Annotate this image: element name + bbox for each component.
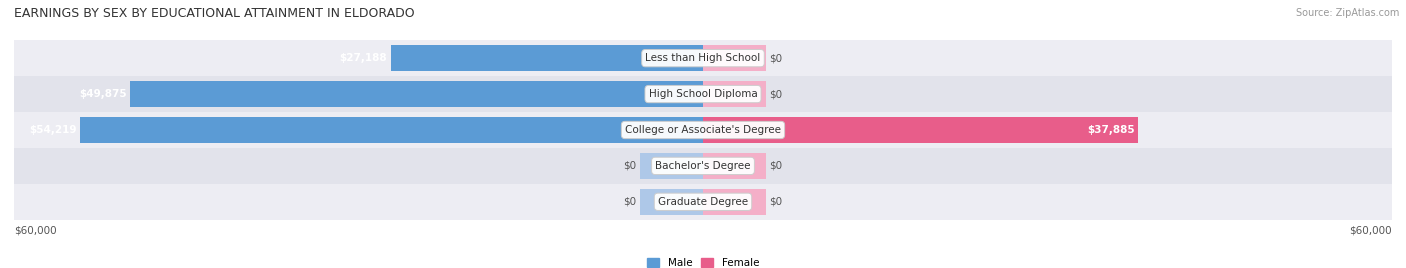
Bar	[703, 117, 1137, 143]
Bar	[640, 153, 703, 179]
Bar	[14, 76, 1392, 112]
Text: $60,000: $60,000	[14, 225, 56, 235]
Bar	[703, 153, 766, 179]
Text: $0: $0	[769, 197, 783, 207]
Bar	[14, 184, 1392, 220]
Text: Bachelor's Degree: Bachelor's Degree	[655, 161, 751, 171]
Text: Less than High School: Less than High School	[645, 53, 761, 63]
Bar	[391, 45, 703, 71]
Text: $49,875: $49,875	[79, 89, 127, 99]
Bar	[703, 45, 766, 71]
Text: $0: $0	[769, 161, 783, 171]
Text: College or Associate's Degree: College or Associate's Degree	[626, 125, 780, 135]
Text: $37,885: $37,885	[1087, 125, 1135, 135]
Text: $0: $0	[769, 53, 783, 63]
Text: $60,000: $60,000	[1350, 225, 1392, 235]
Text: $0: $0	[623, 197, 637, 207]
Text: EARNINGS BY SEX BY EDUCATIONAL ATTAINMENT IN ELDORADO: EARNINGS BY SEX BY EDUCATIONAL ATTAINMEN…	[14, 8, 415, 20]
Text: $0: $0	[623, 161, 637, 171]
Bar	[80, 117, 703, 143]
Bar	[131, 81, 703, 107]
Bar	[14, 40, 1392, 76]
Text: $27,188: $27,188	[340, 53, 388, 63]
Text: Source: ZipAtlas.com: Source: ZipAtlas.com	[1295, 8, 1399, 18]
Bar	[14, 112, 1392, 148]
Bar	[640, 189, 703, 215]
Bar	[703, 189, 766, 215]
Text: $54,219: $54,219	[30, 125, 77, 135]
Text: Graduate Degree: Graduate Degree	[658, 197, 748, 207]
Bar	[703, 81, 766, 107]
Legend: Male, Female: Male, Female	[643, 254, 763, 268]
Text: High School Diploma: High School Diploma	[648, 89, 758, 99]
Text: $0: $0	[769, 89, 783, 99]
Bar	[14, 148, 1392, 184]
